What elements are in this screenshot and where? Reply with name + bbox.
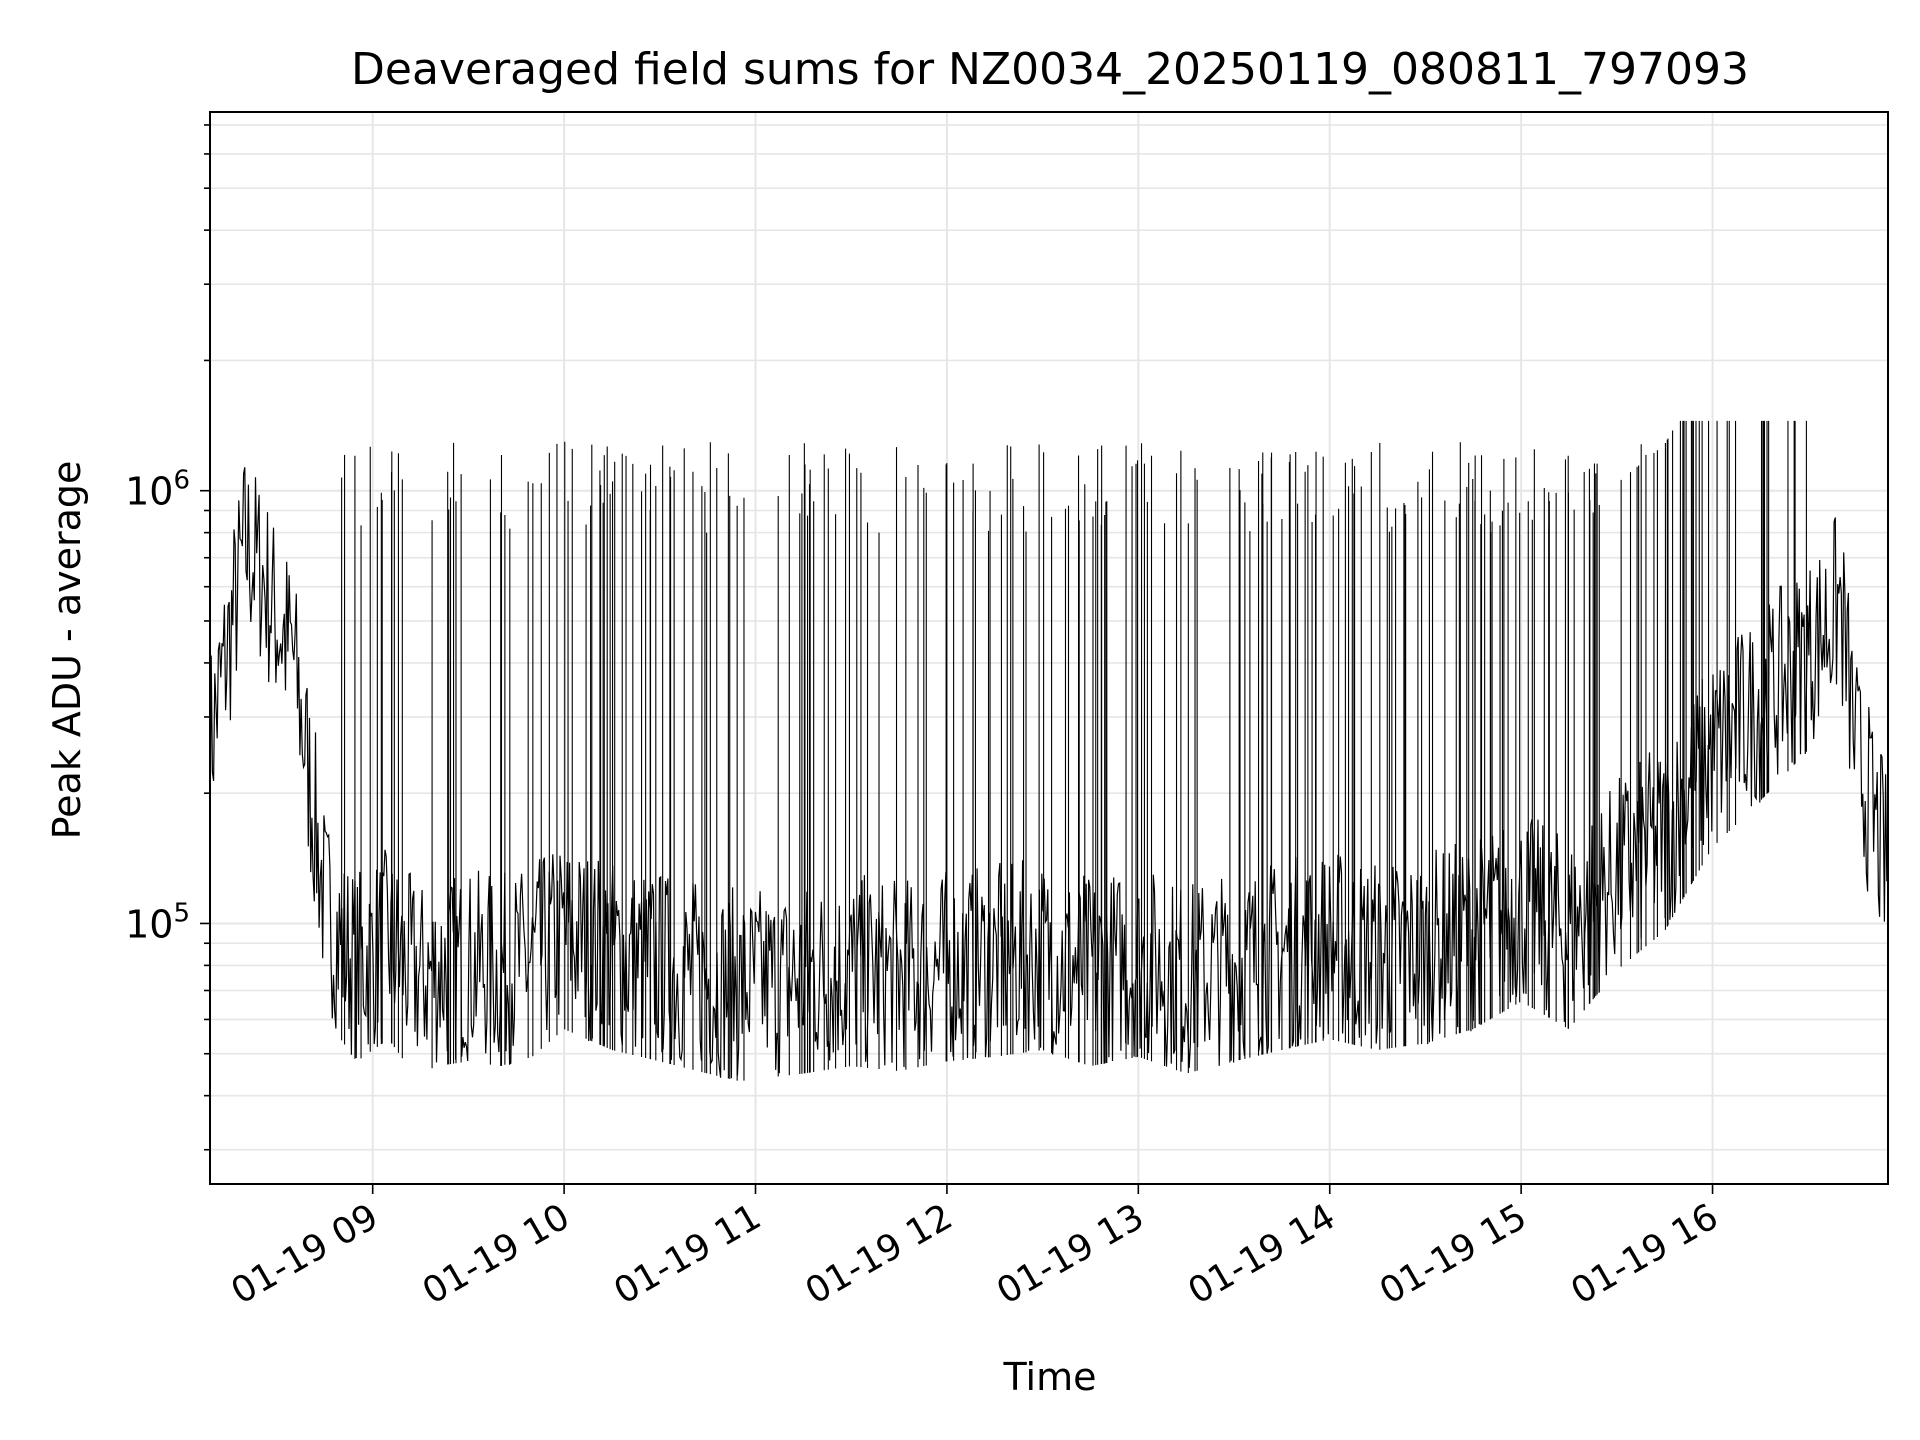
y-tick-label: 106 — [125, 466, 190, 514]
y-axis-label: Peak ADU - average — [45, 461, 89, 840]
x-axis-label: Time — [1003, 1355, 1097, 1399]
chart-title: Deaveraged field sums for NZ0034_2025011… — [351, 44, 1749, 95]
y-axis-ticks: 105 106 — [125, 124, 210, 1151]
y-tick-label: 105 — [125, 898, 190, 946]
plot-frame — [209, 111, 1889, 1185]
data-series-line — [209, 467, 1889, 1079]
